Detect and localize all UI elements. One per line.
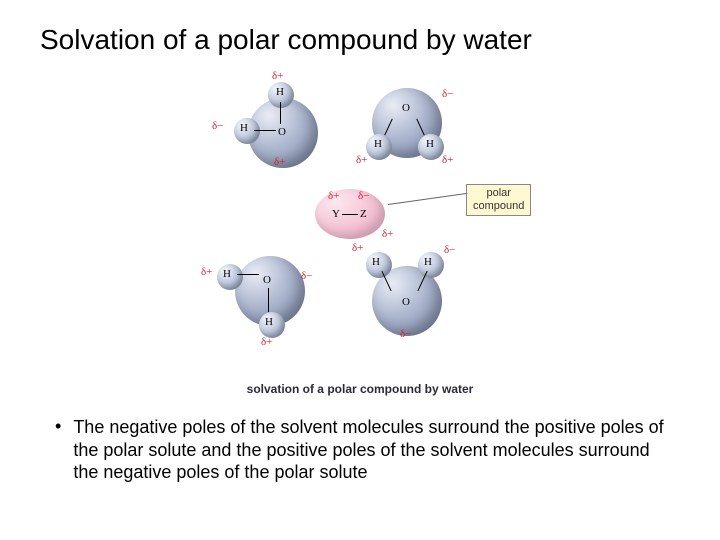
atom-h: H — [223, 268, 231, 280]
water-molecule-bottom-left: H O H δ+ δ− δ+ — [215, 246, 305, 336]
water-molecule-top-right: O H H δ− δ+ δ+ — [360, 76, 450, 166]
charge-delta-plus: δ+ — [201, 266, 212, 278]
charge-delta-plus: δ+ — [274, 156, 285, 168]
atom-h: H — [276, 86, 284, 98]
atom-o: O — [278, 126, 286, 138]
atom-h: H — [240, 122, 248, 134]
atom-o: O — [402, 102, 410, 114]
slide-title: Solvation of a polar compound by water — [0, 0, 720, 66]
solvation-diagram: H H O δ+ δ− δ+ O H H δ− δ+ δ+ Y Z δ+ δ− … — [160, 76, 560, 376]
water-molecule-top-left: H H O δ+ δ− δ+ — [230, 76, 320, 166]
charge-delta-plus: δ+ — [352, 242, 363, 254]
atom-h: H — [372, 256, 380, 268]
atom-y: Y — [332, 208, 340, 220]
atom-h: H — [374, 138, 382, 150]
atom-z: Z — [360, 208, 367, 220]
bullet-text: The negative poles of the solvent molecu… — [73, 416, 665, 484]
callout-label: polar compound — [466, 184, 531, 216]
bullet-section: • The negative poles of the solvent mole… — [0, 396, 720, 484]
atom-o: O — [402, 296, 410, 308]
atom-h: H — [265, 316, 273, 328]
charge-delta-minus: δ− — [442, 88, 453, 100]
charge-delta-minus: δ− — [212, 120, 223, 132]
callout-line — [388, 193, 467, 205]
atom-h: H — [424, 256, 432, 268]
bullet-marker: • — [55, 416, 61, 438]
diagram-caption: solvation of a polar compound by water — [0, 382, 720, 396]
bullet-item: • The negative poles of the solvent mole… — [55, 416, 665, 484]
solute-molecule: Y Z δ+ δ− δ+ — [310, 184, 390, 244]
charge-delta-minus: δ− — [358, 190, 369, 202]
charge-delta-plus: δ+ — [382, 228, 393, 240]
water-molecule-bottom-right: H H O δ+ δ− δ− — [360, 246, 450, 336]
charge-delta-minus: δ− — [400, 328, 411, 340]
charge-delta-plus: δ+ — [328, 190, 339, 202]
atom-o: O — [263, 274, 271, 286]
charge-delta-plus: δ+ — [272, 70, 283, 82]
charge-delta-minus: δ− — [444, 244, 455, 256]
charge-delta-plus: δ+ — [261, 336, 272, 348]
atom-h: H — [426, 138, 434, 150]
charge-delta-plus: δ+ — [442, 154, 453, 166]
charge-delta-plus: δ+ — [356, 154, 367, 166]
charge-delta-minus: δ− — [301, 270, 312, 282]
